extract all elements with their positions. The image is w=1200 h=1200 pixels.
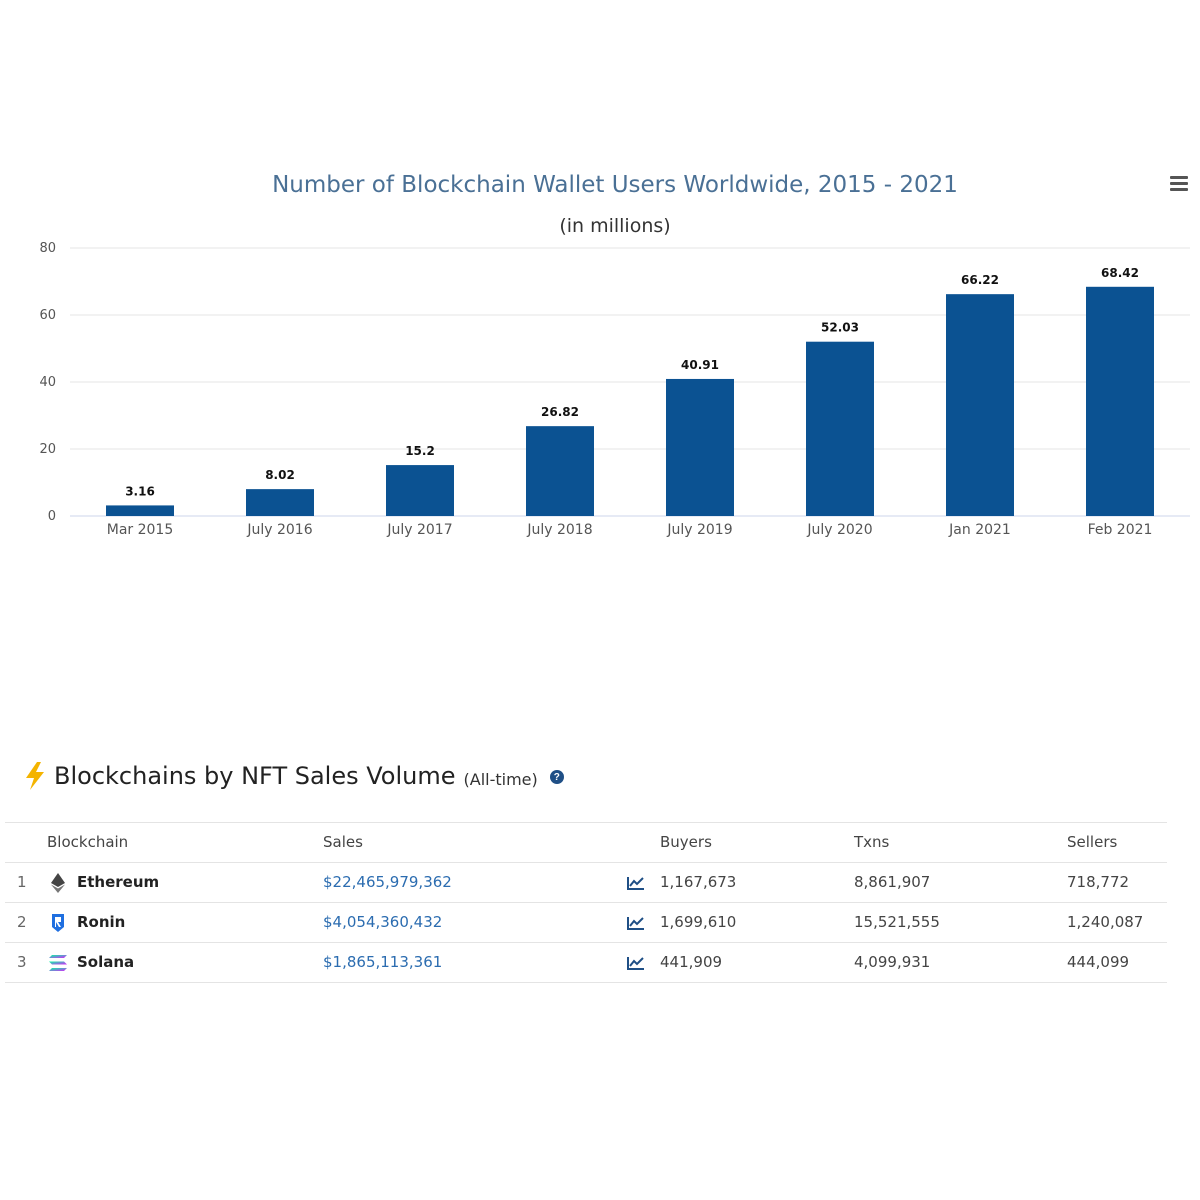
x-tick-label: July 2018: [526, 522, 592, 538]
x-tick-label: July 2019: [666, 522, 732, 538]
data-label: 8.02: [265, 468, 295, 482]
x-tick-label: Mar 2015: [107, 522, 174, 538]
x-tick-label: July 2020: [806, 522, 872, 538]
bar[interactable]: [946, 294, 1014, 516]
table-row[interactable]: 3 Solana $1,865,113,361 441,909 4,099,93…: [5, 943, 1167, 983]
column-header-sellers[interactable]: Sellers: [1067, 833, 1118, 851]
x-tick-label: July 2016: [246, 522, 312, 538]
solana-icon: [48, 943, 68, 982]
sales-value-link[interactable]: $1,865,113,361: [323, 953, 443, 971]
question-circle-icon[interactable]: ?: [549, 770, 564, 784]
data-label: 52.03: [821, 321, 859, 335]
hamburger-menu-icon: [1170, 176, 1188, 179]
bar[interactable]: [386, 465, 454, 516]
blockchain-name-link[interactable]: Ronin: [77, 913, 126, 931]
ethereum-icon: [48, 863, 68, 902]
data-label: 3.16: [125, 484, 155, 498]
x-tick-label: July 2017: [386, 522, 452, 538]
row-rank: 3: [17, 953, 27, 971]
x-tick-label: Jan 2021: [948, 522, 1011, 538]
data-labels: 3.16 8.02 15.2 26.82 40.91 52.03 66.22 68.42: [125, 266, 1139, 499]
nft-section-subtitle: (All-time): [463, 769, 538, 789]
sellers-value: 444,099: [1067, 953, 1130, 971]
data-label: 15.2: [405, 444, 435, 458]
sellers-value: 1,240,087: [1067, 913, 1144, 931]
buyers-value: 1,167,673: [660, 873, 737, 891]
txns-value: 4,099,931: [854, 953, 931, 971]
column-header-sales[interactable]: Sales: [323, 833, 363, 851]
lightning-bolt-icon: [26, 762, 44, 790]
bar-series: [106, 286, 1154, 516]
table-header-row: Blockchain Sales Buyers Txns Sellers: [5, 822, 1167, 863]
data-label: 26.82: [541, 405, 579, 419]
blockchain-name-link[interactable]: Solana: [77, 953, 135, 971]
table-row[interactable]: 1 Ethereum $22,465,979,362 1,167,673 8,8…: [5, 863, 1167, 903]
column-header-txns[interactable]: Txns: [854, 833, 890, 851]
chart-gridlines: [70, 247, 1190, 450]
bar-chart: Number of Blockchain Wallet Users Worldw…: [39, 172, 1190, 538]
bar[interactable]: [666, 378, 734, 516]
y-tick-label: 80: [39, 241, 56, 256]
trend-chart-icon[interactable]: [627, 903, 645, 942]
nft-section-title: Blockchains by NFT Sales Volume: [54, 762, 456, 790]
y-tick-label: 60: [39, 308, 56, 323]
row-rank: 1: [17, 873, 27, 891]
chart-menu-button[interactable]: [1170, 176, 1188, 192]
hamburger-menu-icon-line: [1170, 188, 1188, 191]
buyers-value: 441,909: [660, 953, 723, 971]
sales-value-link[interactable]: $22,465,979,362: [323, 873, 452, 891]
y-tick-label: 40: [39, 375, 56, 390]
blockchain-name-link[interactable]: Ethereum: [77, 873, 160, 891]
bar[interactable]: [106, 505, 174, 516]
data-label: 66.22: [961, 273, 999, 287]
nft-section-header: Blockchains by NFT Sales Volume (All-tim…: [22, 756, 564, 796]
txns-value: 15,521,555: [854, 913, 940, 931]
sales-value-link[interactable]: $4,054,360,432: [323, 913, 443, 931]
trend-chart-icon[interactable]: [627, 943, 645, 982]
nft-sales-table: Blockchain Sales Buyers Txns Sellers 1 E…: [5, 822, 1167, 983]
sellers-value: 718,772: [1067, 873, 1130, 891]
column-header-buyers[interactable]: Buyers: [660, 833, 712, 851]
chart-subtitle: (in millions): [559, 215, 670, 237]
hamburger-menu-icon-line: [1170, 182, 1188, 185]
trend-chart-icon[interactable]: [627, 863, 645, 902]
bar[interactable]: [246, 489, 314, 516]
bar[interactable]: [806, 341, 874, 516]
chart-title: Number of Blockchain Wallet Users Worldw…: [272, 172, 958, 198]
ronin-icon: [48, 903, 68, 942]
y-tick-label: 20: [39, 442, 56, 457]
column-header-blockchain[interactable]: Blockchain: [47, 833, 129, 851]
data-label: 40.91: [681, 358, 719, 372]
bar[interactable]: [526, 426, 594, 516]
x-tick-label: Feb 2021: [1088, 522, 1153, 538]
y-tick-label: 0: [48, 509, 56, 524]
y-axis: 0 20 40 60 80: [39, 241, 56, 524]
table-row[interactable]: 2 Ronin $4,054,360,432 1,699,610 15,521,…: [5, 903, 1167, 943]
buyers-value: 1,699,610: [660, 913, 737, 931]
txns-value: 8,861,907: [854, 873, 931, 891]
data-label: 68.42: [1101, 266, 1139, 280]
x-axis: Mar 2015 July 2016 July 2017 July 2018 July …: [107, 522, 1153, 538]
row-rank: 2: [17, 913, 27, 931]
bar[interactable]: [1086, 286, 1154, 516]
